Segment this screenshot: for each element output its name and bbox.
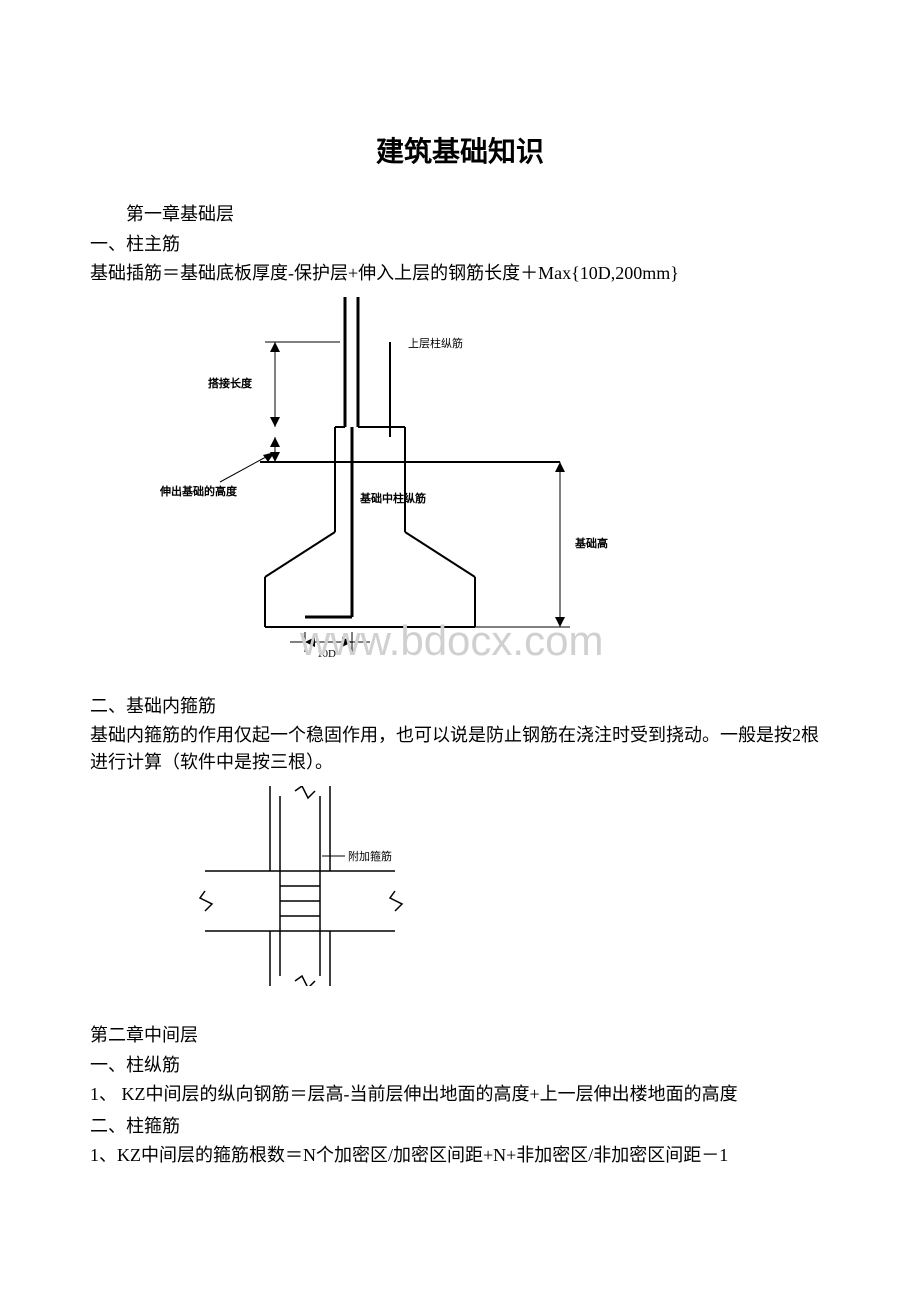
upper-rebar-label: 上层柱纵筋 — [408, 336, 463, 350]
section2-1-text: 1、 KZ中间层的纵向钢筋＝层高-当前层伸出地面的高度+上一层伸出楼地面的高度 — [90, 1081, 830, 1108]
foundation-height-label: 基础高 — [574, 536, 608, 550]
diagram1-container: 上层柱纵筋 搭接长度 伸出基础的高度 — [90, 297, 830, 672]
lap-length-label: 搭接长度 — [208, 376, 253, 390]
section1-2-text: 基础内箍筋的作用仅起一个稳固作用，也可以说是防止钢筋在浇注时受到挠动。一般是按2… — [90, 722, 830, 776]
chapter2-heading: 第二章中间层 — [90, 1021, 830, 1047]
foundation-rebar-label: 基础中柱纵筋 — [359, 491, 426, 505]
section2-1-heading: 一、柱纵筋 — [90, 1051, 830, 1077]
section1-2-heading: 二、基础内箍筋 — [90, 692, 830, 718]
diagram2-container: 附加箍筋 — [90, 786, 830, 991]
foundation-column-diagram: 上层柱纵筋 搭接长度 伸出基础的高度 — [160, 297, 640, 667]
section2-2-heading: 二、柱箍筋 — [90, 1112, 830, 1138]
page-container: 建筑基础知识 第一章基础层 一、柱主筋 基础插筋＝基础底板厚度-保护层+伸入上层… — [0, 0, 920, 1233]
stirrup-diagram: 附加箍筋 — [190, 786, 470, 986]
additional-stirrup-label: 附加箍筋 — [348, 849, 392, 863]
section2-2-text: 1、KZ中间层的箍筋根数＝N个加密区/加密区间距+N+非加密区/非加密区间距－1 — [90, 1142, 830, 1169]
chapter1-heading: 第一章基础层 — [90, 200, 830, 226]
section1-1-heading: 一、柱主筋 — [90, 230, 830, 256]
section1-1-text: 基础插筋＝基础底板厚度-保护层+伸入上层的钢筋长度＋Max{10D,200mm} — [90, 260, 830, 287]
dimension-10d-label: 10D — [317, 648, 336, 660]
document-title: 建筑基础知识 — [90, 130, 830, 170]
extend-height-label: 伸出基础的高度 — [160, 484, 238, 498]
